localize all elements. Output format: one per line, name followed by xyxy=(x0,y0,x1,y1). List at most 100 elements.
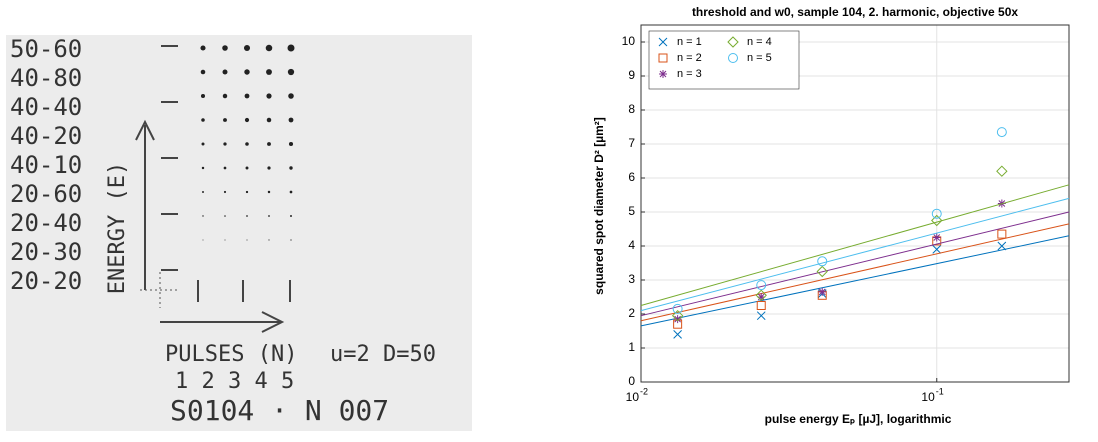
marker-diamond xyxy=(755,289,767,302)
x-axis-label: pulse energy Eₚ [µJ], logarithmic xyxy=(765,412,952,426)
marker-circle xyxy=(728,53,738,63)
energy-label: 20-60 xyxy=(10,180,82,208)
spot xyxy=(287,68,295,76)
legend-label: n = 2 xyxy=(677,52,702,64)
spot xyxy=(265,44,273,52)
legend-label: n = 4 xyxy=(747,36,772,48)
energy-label: 40-20 xyxy=(10,122,82,150)
energy-label: 20-30 xyxy=(10,238,82,266)
y-tick-label: 8 xyxy=(628,102,635,116)
y-tick-label: 3 xyxy=(628,272,635,286)
marker-circle xyxy=(996,127,1007,138)
x-tick-exponent: -1 xyxy=(936,386,944,396)
y-tick-label: 1 xyxy=(628,340,635,354)
y-tick-label: 9 xyxy=(628,68,635,82)
marker-star xyxy=(757,293,766,301)
fit-line xyxy=(640,223,1070,322)
spot xyxy=(267,190,271,194)
spot xyxy=(224,215,226,217)
energy-axis-label: ENERGY (E) xyxy=(105,162,130,294)
spot xyxy=(245,142,249,146)
marker-diamond xyxy=(931,214,943,227)
crosshair xyxy=(140,272,180,308)
fit-line xyxy=(640,235,1070,327)
spot xyxy=(244,117,250,123)
spot xyxy=(200,69,206,75)
marker-star xyxy=(932,233,941,242)
energy-label: 20-20 xyxy=(10,267,82,295)
marker-circle xyxy=(756,280,767,291)
marker-star xyxy=(659,70,667,78)
legend-box xyxy=(648,30,800,90)
energy-arrowhead xyxy=(135,119,155,141)
marker-x xyxy=(658,37,668,47)
spot xyxy=(288,117,294,123)
marker-diamond xyxy=(816,265,828,278)
legend-label: n = 5 xyxy=(747,52,772,64)
spot xyxy=(223,118,227,122)
spot xyxy=(290,215,292,217)
pulses-arrowhead xyxy=(261,311,285,333)
marker-square xyxy=(658,53,668,63)
marker-x xyxy=(673,330,682,339)
marker-diamond xyxy=(996,165,1008,177)
spot xyxy=(244,69,250,75)
y-tick-label: 6 xyxy=(628,170,635,184)
y-tick-label: 2 xyxy=(628,306,635,320)
spot xyxy=(287,44,295,52)
spot xyxy=(268,239,270,241)
spot xyxy=(245,190,249,194)
energy-label: 40-80 xyxy=(10,64,82,92)
marker-square xyxy=(756,301,766,310)
spot xyxy=(222,45,228,51)
y-tick-label: 7 xyxy=(628,136,635,150)
spot xyxy=(202,239,204,241)
spot xyxy=(268,215,270,217)
spot xyxy=(288,141,294,147)
marker-diamond xyxy=(671,309,684,322)
spot xyxy=(223,142,227,146)
marker-circle xyxy=(931,208,942,219)
energy-label: 20-40 xyxy=(10,209,82,237)
spot xyxy=(244,93,250,99)
legend-label: n = 1 xyxy=(677,36,702,48)
spot xyxy=(243,44,251,52)
marker-star xyxy=(818,287,827,296)
x-tick-exponent: -2 xyxy=(640,386,648,396)
chart-title: threshold and w0, sample 104, 2. harmoni… xyxy=(692,5,1018,19)
marker-x xyxy=(932,245,942,254)
y-tick-label: 4 xyxy=(628,238,635,252)
spot xyxy=(200,93,206,99)
y-tick-label: 5 xyxy=(628,204,635,218)
spot xyxy=(267,142,271,146)
sample-id: S0104 · N 007 xyxy=(170,394,389,427)
pulses-axis-label: PULSES (N) xyxy=(165,342,297,367)
fit-line xyxy=(640,184,1070,306)
spot xyxy=(245,166,249,170)
spot xyxy=(200,45,206,51)
x-tick-label: 10 xyxy=(921,390,935,404)
spot xyxy=(288,93,294,99)
photo-background xyxy=(6,35,472,431)
spot xyxy=(223,190,227,194)
axes-box xyxy=(640,24,1070,383)
y-axis-label: squared spot diameter D² [µm²] xyxy=(592,117,606,295)
marker-circle xyxy=(817,256,828,267)
spot xyxy=(290,239,292,241)
marker-x xyxy=(997,241,1007,251)
spot xyxy=(267,166,271,170)
spot xyxy=(289,166,293,170)
spot xyxy=(223,166,227,170)
spot xyxy=(246,215,248,217)
fit-line xyxy=(640,211,1070,317)
marker-circle xyxy=(672,303,683,314)
marker-diamond xyxy=(727,36,739,48)
legend-label: n = 3 xyxy=(677,68,702,80)
spot xyxy=(202,191,204,193)
marker-square xyxy=(997,229,1007,239)
parameters: u=2 D=50 xyxy=(330,342,436,367)
spot xyxy=(201,166,205,170)
sample-photo: ENERGY (E) PULSES (N) u=2 D=50 1 2 3 4 5… xyxy=(10,35,436,427)
spot xyxy=(222,93,228,99)
